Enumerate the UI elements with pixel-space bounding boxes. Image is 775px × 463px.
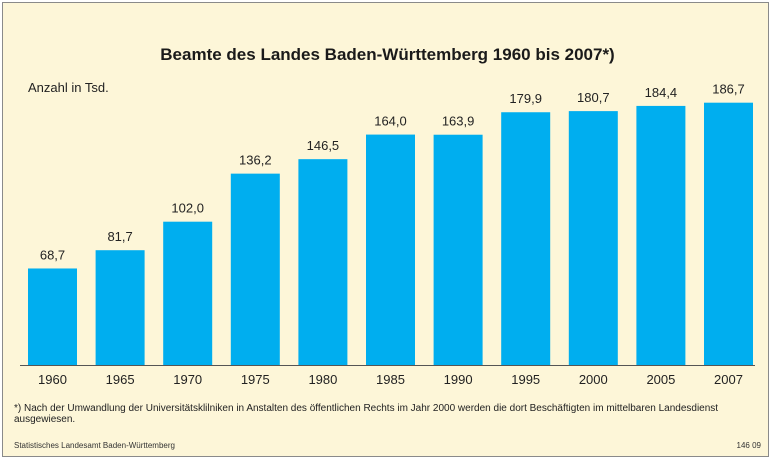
x-tick-label-1980: 1980 (308, 372, 337, 387)
data-label-2007: 186,7 (712, 82, 745, 97)
bar-1965 (95, 250, 145, 365)
bar-1975 (230, 173, 280, 365)
bar-1960 (28, 268, 77, 365)
bar-1985 (366, 134, 415, 365)
y-axis-unit-label: Anzahl in Tsd. (28, 80, 109, 95)
data-label-1970: 102,0 (171, 201, 204, 216)
footnote: *) Nach der Umwandlung der Universitätsk… (14, 403, 719, 425)
x-tick-label-2007: 2007 (714, 372, 743, 387)
bar-1970 (163, 221, 213, 365)
data-label-1960: 68,7 (40, 247, 65, 262)
data-label-2005: 184,4 (645, 85, 678, 100)
bar-2007 (704, 102, 753, 366)
data-label-1975: 136,2 (239, 153, 272, 168)
x-tick-label-2000: 2000 (579, 372, 608, 387)
bar-2005 (636, 105, 686, 365)
bar-1995 (501, 112, 551, 365)
data-label-1990: 163,9 (442, 114, 475, 129)
x-tick-label-1995: 1995 (511, 372, 540, 387)
x-tick-label-1970: 1970 (173, 372, 202, 387)
chart-code: 146 09 (736, 441, 761, 450)
x-tick-label-1985: 1985 (376, 372, 405, 387)
x-tick-label-1965: 1965 (106, 372, 135, 387)
data-label-2000: 180,7 (577, 90, 610, 105)
bar-1980 (298, 159, 348, 365)
source-label: Statistisches Landesamt Baden-Württember… (14, 441, 175, 450)
data-label-1965: 81,7 (107, 229, 132, 244)
data-label-1980: 146,5 (307, 138, 340, 153)
x-tick-label-2005: 2005 (646, 372, 675, 387)
data-label-1995: 179,9 (509, 91, 542, 106)
x-tick-label-1975: 1975 (241, 372, 270, 387)
x-tick-label-1990: 1990 (444, 372, 473, 387)
data-label-1985: 164,0 (374, 114, 407, 129)
bar-2000 (568, 111, 618, 365)
chart-title: Beamte des Landes Baden-Württemberg 1960… (160, 45, 615, 64)
x-tick-label-1960: 1960 (38, 372, 67, 387)
bar-1990 (433, 134, 483, 365)
